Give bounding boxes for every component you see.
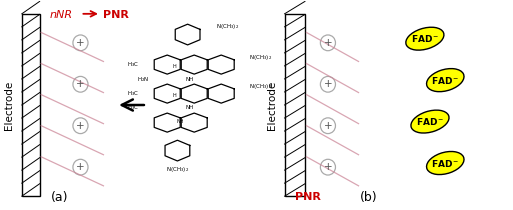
Text: (b): (b) [360, 192, 378, 205]
Text: FAD$^-$: FAD$^-$ [431, 158, 460, 168]
Text: +: + [324, 38, 332, 48]
Text: +: + [324, 79, 332, 89]
Ellipse shape [73, 118, 88, 134]
Ellipse shape [73, 35, 88, 51]
Text: N(CH$_3$)$_2$: N(CH$_3$)$_2$ [249, 82, 272, 91]
Text: N(CH$_3$)$_2$: N(CH$_3$)$_2$ [249, 53, 272, 62]
Ellipse shape [73, 159, 88, 175]
Text: N(CH$_3$)$_2$: N(CH$_3$)$_2$ [215, 22, 239, 31]
Text: +: + [76, 162, 85, 172]
Bar [22, 14, 40, 196]
Text: FAD$^-$: FAD$^-$ [416, 116, 444, 127]
Ellipse shape [426, 151, 464, 175]
Text: FAD$^-$: FAD$^-$ [431, 75, 460, 86]
Text: H$_3$C: H$_3$C [127, 89, 139, 98]
Text: NH: NH [185, 77, 193, 82]
Text: PNR: PNR [294, 192, 321, 202]
Text: PNR: PNR [104, 10, 129, 20]
Text: H: H [173, 64, 176, 69]
Ellipse shape [406, 27, 444, 50]
Ellipse shape [321, 76, 336, 92]
Text: Electrode: Electrode [267, 80, 277, 130]
Text: +: + [324, 121, 332, 131]
Ellipse shape [426, 69, 464, 92]
Text: +: + [76, 38, 85, 48]
Text: +: + [76, 79, 85, 89]
Ellipse shape [321, 35, 336, 51]
Text: nNR: nNR [50, 10, 73, 20]
Text: FAD$^-$: FAD$^-$ [410, 33, 439, 44]
Text: H: H [173, 93, 176, 98]
Text: +: + [76, 121, 85, 131]
Ellipse shape [411, 110, 449, 133]
Ellipse shape [321, 118, 336, 134]
Text: H$_3$C: H$_3$C [127, 60, 139, 69]
Ellipse shape [73, 76, 88, 92]
Ellipse shape [321, 159, 336, 175]
Text: Electrode: Electrode [4, 80, 14, 130]
Text: H$_2$N: H$_2$N [137, 75, 149, 84]
Text: +: + [324, 162, 332, 172]
Text: N(CH$_3$)$_2$: N(CH$_3$)$_2$ [166, 165, 189, 174]
Text: NH: NH [185, 105, 193, 110]
Text: H$_3$C: H$_3$C [127, 103, 139, 112]
Text: NH: NH [177, 119, 185, 124]
Text: (a): (a) [51, 192, 69, 205]
Bar [285, 14, 305, 196]
